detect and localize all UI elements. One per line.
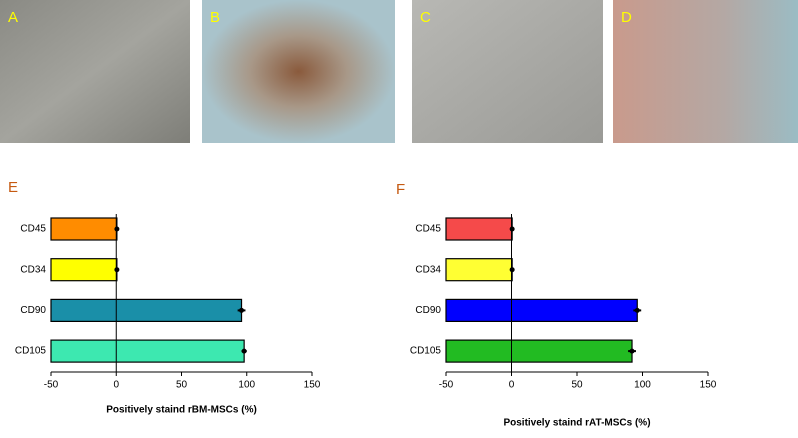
- y-tick-label: CD45: [415, 224, 441, 235]
- x-axis-label: Positively staind rBM-MSCs (%): [106, 405, 257, 416]
- bar: [445, 258, 513, 282]
- x-tick-label: -50: [439, 380, 454, 391]
- y-tick-label: CD105: [410, 346, 442, 357]
- chart-title: F: [396, 181, 405, 198]
- x-tick-label: -50: [44, 380, 59, 391]
- y-tick-label: CD90: [20, 305, 46, 316]
- data-point: [634, 307, 640, 313]
- x-tick-label: 0: [113, 380, 119, 391]
- data-point: [629, 348, 635, 354]
- x-tick-label: 150: [304, 380, 321, 391]
- micrograph: [412, 0, 603, 143]
- data-point: [114, 267, 120, 273]
- x-tick-label: 50: [176, 380, 188, 391]
- micrograph: [202, 0, 395, 143]
- micrograph: [613, 0, 798, 143]
- bar: [50, 339, 245, 363]
- micrograph: [0, 0, 190, 143]
- y-tick-label: CD90: [415, 305, 441, 316]
- panel-label: A: [8, 9, 18, 26]
- panel-label: B: [210, 9, 220, 26]
- y-tick-label: CD34: [415, 264, 441, 275]
- x-tick-label: 50: [571, 380, 583, 391]
- data-point: [114, 226, 120, 232]
- data-point: [509, 226, 515, 232]
- bar: [445, 339, 633, 363]
- y-tick-label: CD34: [20, 264, 46, 275]
- bar: [50, 258, 118, 282]
- bar: [445, 298, 638, 322]
- data-point: [241, 348, 247, 354]
- panel-label: C: [420, 9, 431, 26]
- chart-title: E: [8, 179, 18, 196]
- y-tick-label: CD45: [20, 224, 46, 235]
- y-tick-label: CD105: [15, 346, 47, 357]
- x-tick-label: 100: [634, 380, 651, 391]
- x-tick-label: 150: [700, 380, 717, 391]
- x-tick-label: 0: [509, 380, 515, 391]
- x-axis-label: Positively staind rAT-MSCs (%): [503, 418, 650, 429]
- bar: [50, 298, 243, 322]
- panel-label: D: [621, 9, 632, 26]
- x-tick-label: 100: [238, 380, 255, 391]
- data-point: [239, 307, 245, 313]
- bar: [50, 217, 118, 241]
- data-point: [509, 267, 515, 273]
- bar: [445, 217, 513, 241]
